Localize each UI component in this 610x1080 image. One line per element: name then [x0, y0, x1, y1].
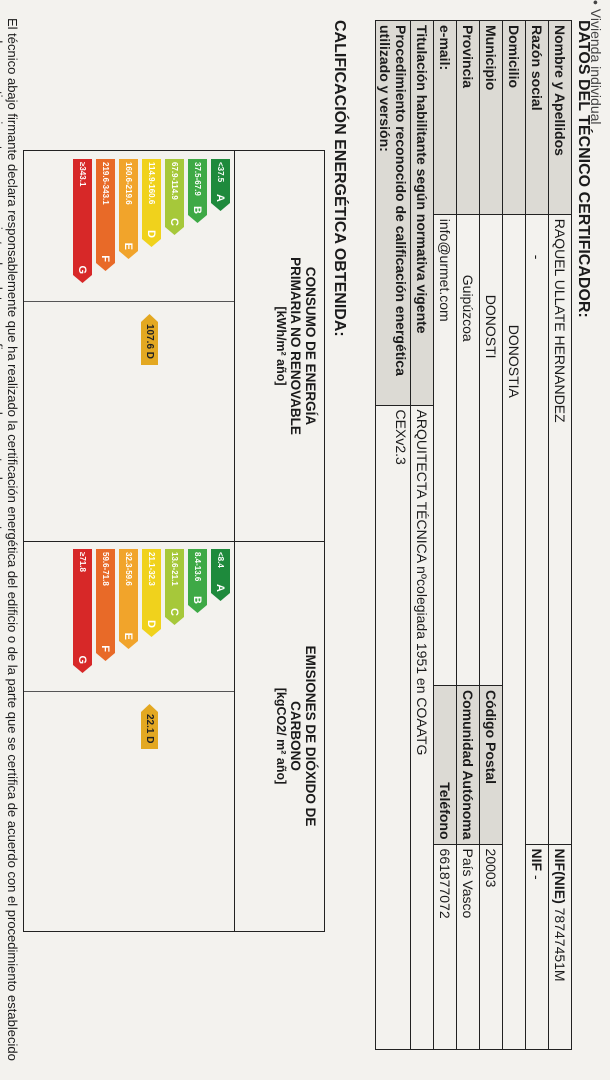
emisiones-range-a: <8.4	[216, 552, 225, 568]
nombre-label: Nombre y Apellidos	[548, 20, 572, 215]
consumo-bar-e: 160.6-219.6 E	[119, 159, 138, 259]
section-title-tecnico: DATOS DEL TÉCNICO CERTIFICADOR:	[575, 20, 592, 318]
consumo-range-b: 37.5-67.9	[193, 162, 202, 196]
emisiones-bar-b: 8.4-13.6 B	[188, 549, 207, 613]
emisiones-letter-d: D	[145, 620, 158, 628]
emisiones-title-1: EMISIONES DE DIÓXIDO DE	[303, 645, 318, 827]
nif-nie-cell: NIF(NIE) 78747451M	[548, 844, 572, 1050]
provincia-value: Guipúzcoa	[456, 214, 480, 686]
consumo-range-d: 114.9-160.6	[147, 162, 156, 205]
consumo-bar-a: <37.5 A	[211, 159, 230, 211]
emisiones-indicator: 22.1 D	[141, 704, 158, 749]
consumo-letter-a: A	[214, 194, 227, 202]
domicilio-label: Domicilio	[502, 20, 526, 215]
consumo-range-a: <37.5	[216, 162, 225, 183]
emisiones-bar-d: 21.1-32.3 D	[142, 549, 161, 637]
emisiones-letter-b: B	[191, 596, 204, 604]
domicilio-value: DONOSTIA	[502, 214, 526, 1050]
provincia-label: Provincia	[456, 20, 480, 215]
consumo-unit: [kWh/m² año]	[274, 306, 288, 386]
emisiones-letter-f: F	[99, 645, 112, 652]
consumo-letter-g: G	[76, 265, 89, 274]
emisiones-range-d: 21.1-32.3	[147, 552, 156, 586]
emisiones-letter-e: E	[122, 632, 135, 640]
consumo-header: CONSUMO DE ENERGÍA PRIMARIA NO RENOVABLE…	[234, 151, 324, 541]
consumo-letter-f: F	[99, 255, 112, 262]
emisiones-unit: [kgCO2/ m² año]	[274, 687, 288, 785]
titulacion-value: ARQUITECTA TÉCNICA nºcolegiada 1951 en C…	[410, 405, 434, 1050]
cp-value: 20003	[479, 844, 503, 1050]
consumo-title-2: PRIMARIA NO RENOVABLE	[288, 257, 303, 435]
nif-cell: NIF -	[525, 844, 549, 1050]
nif-nie-value: 78747451M	[552, 907, 568, 982]
emisiones-bar-c: 13.6-21.1 C	[165, 549, 184, 625]
telefono-value: 661877072	[433, 844, 457, 1050]
cp-label: Código Postal	[479, 685, 503, 845]
emisiones-bar-f: 59.6-71.8 F	[96, 549, 115, 661]
consumo-bar-c: 67.9-114.9 C	[165, 159, 184, 235]
emisiones-range-c: 13.6-21.1	[170, 552, 179, 586]
emisiones-range-b: 8.4-13.6	[193, 552, 202, 582]
consumo-range-g: ≥343.1	[78, 162, 87, 187]
emisiones-letter-c: C	[168, 608, 181, 616]
consumo-bar-g: ≥343.1 G	[73, 159, 92, 283]
consumo-bar-f: 219.6-343.1 F	[96, 159, 115, 271]
titulacion-label: Titulación habilitante según normativa v…	[410, 20, 434, 406]
procedimiento-label: Procedimiento reconocido de calificación…	[375, 20, 411, 406]
emisiones-range-e: 32.3-59.6	[124, 552, 133, 586]
emisiones-header: EMISIONES DE DIÓXIDO DE CARBONO [kgCO2/ …	[234, 541, 324, 931]
consumo-letter-d: D	[145, 230, 158, 238]
consumo-bar-b: 37.5-67.9 B	[188, 159, 207, 223]
razon-value: -	[525, 214, 549, 845]
consumo-letter-b: B	[191, 206, 204, 214]
emisiones-bar-e: 32.3-59.6 E	[119, 549, 138, 649]
razon-label: Razón social	[525, 20, 549, 215]
comunidad-label: Comunidad Autónoma	[456, 685, 480, 845]
consumo-range-e: 160.6-219.6	[124, 162, 133, 205]
emisiones-letter-g: G	[76, 655, 89, 664]
emisiones-range-f: 59.6-71.8	[101, 552, 110, 586]
nif-value: -	[529, 874, 545, 880]
procedimiento-value: CEXv2.3	[375, 405, 411, 1050]
emisiones-letter-a: A	[214, 584, 227, 592]
consumo-range-f: 219.6-343.1	[101, 162, 110, 205]
nif-nie-label: NIF(NIE)	[552, 848, 568, 904]
consumo-letter-c: C	[168, 218, 181, 226]
municipio-label: Municipio	[479, 20, 503, 215]
consumo-title-1: CONSUMO DE ENERGÍA	[303, 266, 318, 426]
tecnico-table: Nombre y Apellidos RAQUEL ULLATE HERNAND…	[375, 20, 572, 1050]
consumo-column: CONSUMO DE ENERGÍA PRIMARIA NO RENOVABLE…	[24, 151, 324, 542]
emisiones-column: EMISIONES DE DIÓXIDO DE CARBONO [kgCO2/ …	[24, 541, 324, 932]
consumo-letter-e: E	[122, 242, 135, 250]
emisiones-title-2: CARBONO	[288, 701, 303, 771]
declaration-text: El técnico abajo firmante declara respon…	[0, 18, 20, 1061]
emisiones-bar-g: ≥71.8 G	[73, 549, 92, 673]
email-label: e-mail:	[433, 20, 457, 215]
comunidad-value: País Vasco	[456, 844, 480, 1050]
email-value: info@urmet.com	[433, 214, 457, 686]
consumo-range-c: 67.9-114.9	[170, 162, 179, 200]
ratings-box: CONSUMO DE ENERGÍA PRIMARIA NO RENOVABLE…	[23, 150, 325, 932]
section-title-calificacion: CALIFICACIÓN ENERGÉTICA OBTENIDA:	[331, 20, 348, 337]
consumo-value-area: 107.6 D	[24, 301, 234, 542]
telefono-label: Teléfono	[433, 685, 457, 845]
emisiones-scale: <8.4 A 8.4-13.6 B 13.6-21.1 C 21.1-32.3 D 32.3-5…	[30, 549, 230, 679]
nombre-value: RAQUEL ULLATE HERNANDEZ	[548, 214, 572, 845]
consumo-scale: <37.5 A 37.5-67.9 B 67.9-114.9 C 114.9-160.6 D 1…	[30, 159, 230, 289]
consumo-bar-d: 114.9-160.6 D	[142, 159, 161, 247]
municipio-value: DONOSTI	[479, 214, 503, 686]
consumo-indicator: 107.6 D	[141, 314, 158, 365]
emisiones-value-area: 22.1 D	[24, 691, 234, 932]
emisiones-range-g: ≥71.8	[78, 552, 87, 572]
nif-label: NIF	[529, 848, 545, 872]
emisiones-bar-a: <8.4 A	[211, 549, 230, 601]
